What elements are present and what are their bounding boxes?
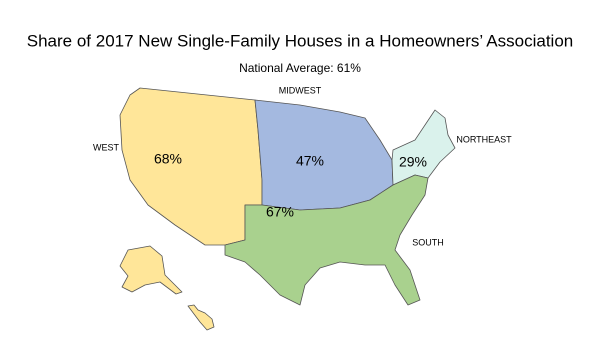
value-label: 47% (296, 153, 324, 169)
region-name: WEST (93, 142, 120, 152)
northeast-shape (391, 109, 456, 186)
region-northeast (391, 109, 456, 186)
region-west (119, 87, 263, 331)
south-shape (224, 174, 429, 306)
value-label: 67% (266, 204, 294, 220)
alaska-shape (119, 245, 183, 295)
value-label: 68% (154, 151, 182, 167)
title: Share of 2017 New Single-Family Houses i… (27, 31, 573, 50)
value-label: 29% (399, 154, 427, 170)
region-south (224, 174, 429, 306)
west-shape (119, 87, 263, 246)
region-name: SOUTH (412, 237, 444, 247)
hawaii-shape (187, 304, 215, 331)
region-name: NORTHEAST (456, 134, 512, 144)
subtitle: National Average: 61% (239, 61, 361, 75)
region-name: MIDWEST (279, 85, 322, 95)
